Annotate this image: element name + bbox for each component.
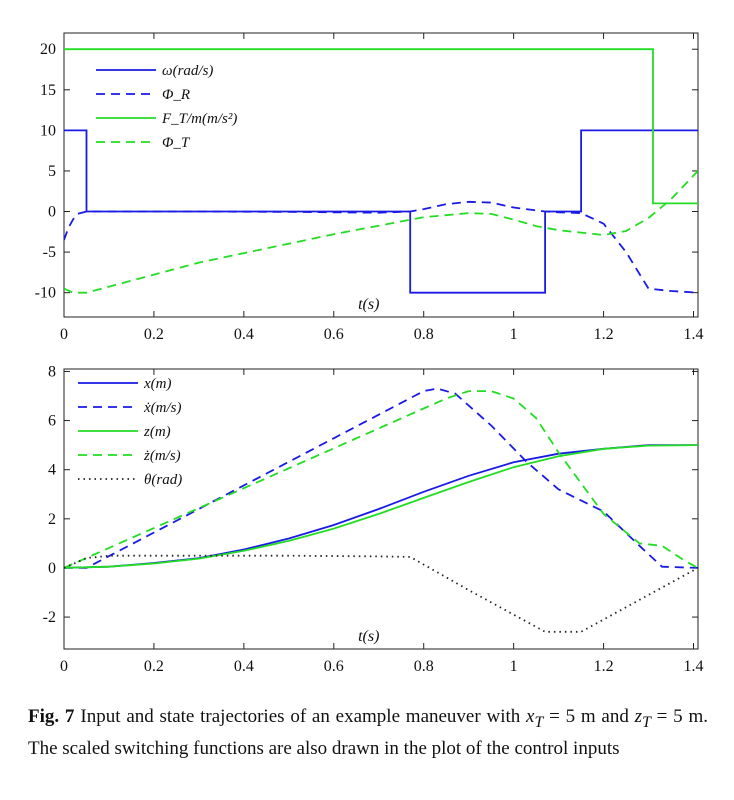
legend-label: z(m) xyxy=(143,424,171,440)
series-line-0 xyxy=(64,129,698,294)
x-tick-label: 0 xyxy=(60,326,68,343)
caption-text-1: Input and state trajectories of an examp… xyxy=(80,706,527,727)
series-line-1 xyxy=(64,387,698,569)
caption-z-subscript: T xyxy=(642,713,651,731)
legend-label: ω(rad/s) xyxy=(162,63,213,79)
legend-label: F_T/m(m/s²) xyxy=(161,111,237,127)
x-tick-label: 1.4 xyxy=(684,658,704,675)
figure-caption: Fig. 7 Input and state trajectories of an… xyxy=(28,704,708,762)
x-tick-label: 0.6 xyxy=(324,658,344,675)
x-axis-label: t(s) xyxy=(358,296,379,313)
legend-label: ẋ(m/s) xyxy=(143,400,182,416)
caption-x-symbol: x xyxy=(526,706,535,727)
x-tick-label: 1.2 xyxy=(594,658,614,675)
caption-text-2: = 5 m. The scaled switching functions ar… xyxy=(28,706,708,759)
y-tick-label: 20 xyxy=(40,41,56,58)
series-line-1 xyxy=(64,200,698,294)
x-tick-label: 0.4 xyxy=(234,658,254,675)
y-tick-label: 0 xyxy=(48,204,56,221)
y-tick-label: 10 xyxy=(40,122,56,139)
y-tick-label: 5 xyxy=(48,163,56,180)
x-tick-label: 0.6 xyxy=(324,326,344,343)
legend-label: Φ_T xyxy=(162,135,191,151)
y-tick-label: 8 xyxy=(48,363,56,380)
y-tick-label: 2 xyxy=(48,511,56,528)
axes-frame xyxy=(63,32,699,318)
y-tick-label: -5 xyxy=(43,244,56,261)
state-trajectories-plot: 0 0.2 0.4 0.6 0.8 1 1.2 1.4 -2 0 2 4 6 8 x(m) ẋ(m/s) z(m… xyxy=(43,363,704,675)
x-tick-label: 1 xyxy=(510,658,518,675)
series-line-2 xyxy=(64,444,698,569)
x-tick-label: 0 xyxy=(60,658,68,675)
axes-frame xyxy=(63,368,699,650)
series-line-4 xyxy=(64,554,698,633)
y-tick-label: 0 xyxy=(48,560,56,577)
caption-z-symbol: z xyxy=(634,706,643,727)
legend-label: Φ_R xyxy=(162,87,190,103)
y-tick-label: 15 xyxy=(40,82,56,99)
series-line-3 xyxy=(64,390,698,569)
y-tick-label: 4 xyxy=(48,462,56,479)
x-tick-label: 0.4 xyxy=(234,326,254,343)
x-axis-label: t(s) xyxy=(358,628,379,645)
series-line-3 xyxy=(64,170,698,294)
caption-x-value: = 5 m and xyxy=(543,706,635,727)
x-tick-label: 1 xyxy=(510,326,518,343)
y-tick-label: 6 xyxy=(48,413,56,430)
x-tick-label: 1.2 xyxy=(594,326,614,343)
caption-x-subscript: T xyxy=(534,713,544,731)
x-tick-label: 0.2 xyxy=(144,658,164,675)
figure: 0 0.2 0.4 0.6 0.8 1 1.2 1.4-10-505101520ω(rad/s… xyxy=(35,32,704,675)
x-tick-label: 0.8 xyxy=(414,658,434,675)
legend-label: x(m) xyxy=(143,376,171,392)
x-tick-label: 0.2 xyxy=(144,326,164,343)
control-inputs-plot: 0 0.2 0.4 0.6 0.8 1 1.2 1.4 -10 -5 0 5 10 15 20 ω(rad/s… xyxy=(35,32,704,343)
y-tick-label: -10 xyxy=(35,285,56,302)
legend-label: θ(rad) xyxy=(144,472,182,488)
x-tick-label: 0.8 xyxy=(414,326,434,343)
y-tick-label: -2 xyxy=(43,609,56,626)
series-line-2 xyxy=(64,48,698,205)
legend-label: ż(m/s) xyxy=(143,448,181,464)
caption-label: Fig. 7 xyxy=(28,706,75,727)
x-tick-label: 1.4 xyxy=(684,326,704,343)
